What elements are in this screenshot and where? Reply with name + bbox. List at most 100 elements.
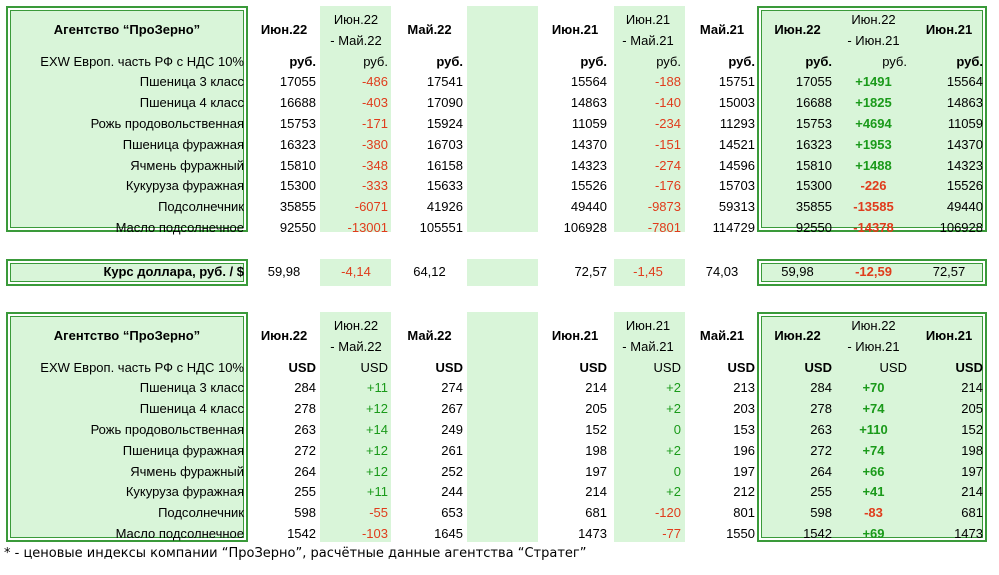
usd-unit-row: EXW Европ. часть РФ с НДС 10% USD USD US…	[6, 358, 987, 379]
unit: USD	[360, 359, 388, 375]
diff-r: -14378	[853, 219, 894, 235]
value-may22: 15924	[426, 115, 463, 131]
value-may21: 153	[733, 421, 755, 437]
value-may22: 41926	[426, 199, 463, 215]
value-may21: 213	[733, 380, 755, 396]
value-jun21: 198	[585, 442, 607, 458]
unit: USD	[653, 359, 681, 375]
diff-month: +14	[365, 421, 388, 437]
agency-title: Агентство “ПроЗерно”	[53, 328, 201, 344]
usd-row: Масло подсолнечное 1542 -103 1645 1473 -77 155…	[6, 524, 987, 545]
value-r-jun21: 14323	[946, 157, 983, 173]
unit: руб.	[580, 53, 607, 69]
value-r-jun21: 11059	[947, 115, 983, 131]
diff-r: +4694	[855, 115, 892, 131]
diff-year: +2	[666, 442, 681, 458]
value-r-jun22: 16323	[795, 136, 832, 152]
rub-row: Пшеница 3 класс 17055 -486 17541 15564 -188 15…	[6, 72, 987, 93]
value-r-jun22: 284	[810, 380, 832, 396]
usd-row: Пшеница 3 класс 284 +11 274 214 +2 213 284 +70 21…	[6, 378, 987, 399]
value-r-jun22: 255	[810, 484, 832, 500]
value-may21: 14596	[718, 157, 755, 173]
value-r-jun21: 106928	[939, 219, 983, 235]
usd-row: Рожь продовольственная 263 +14 249 152 0 153 26…	[6, 420, 987, 441]
value-may22: 252	[441, 463, 463, 479]
diff-r: +1491	[855, 74, 892, 90]
value-may21: 15003	[718, 95, 755, 111]
usd-rate-r-jun21: 72,57	[932, 264, 966, 279]
value-r-jun22: 272	[810, 442, 832, 458]
diff-month: -55	[369, 505, 388, 521]
diff-r: +66	[862, 463, 885, 479]
spacer	[467, 378, 539, 399]
unit: руб.	[882, 53, 907, 69]
col-may21: Май.21	[699, 22, 745, 38]
diff-r: +110	[859, 421, 888, 437]
value-jun22: 15753	[279, 115, 316, 131]
unit: USD	[955, 359, 983, 375]
diff-year: -176	[654, 178, 681, 194]
value-may22: 274	[441, 380, 463, 396]
usd-diff-year-column	[614, 312, 685, 542]
col-may22: Май.22	[407, 22, 452, 38]
unit: USD	[435, 359, 463, 375]
usd-diff-month-column	[320, 312, 391, 542]
value-jun21: 152	[585, 421, 607, 437]
diff-year: +2	[666, 401, 681, 417]
value-may22: 267	[441, 401, 463, 417]
value-jun22: 16688	[279, 95, 316, 111]
diff-month: -6071	[354, 199, 388, 215]
value-may22: 653	[441, 505, 463, 521]
col-diff-year: Июн.21- Май.21	[622, 318, 674, 354]
value-may21: 203	[733, 401, 755, 417]
spacer	[467, 420, 539, 441]
col-r-jun22: Июн.22	[774, 22, 821, 38]
diff-month: -486	[361, 74, 388, 90]
rub-diff-month-column	[320, 6, 391, 232]
value-may21: 15751	[718, 74, 755, 90]
usd-rate-diff-year: -1,45	[633, 264, 663, 279]
value-r-jun21: 14863	[946, 95, 983, 111]
commodity-name: Пшеница 3 класс	[139, 380, 244, 396]
commodity-name: Пшеница 4 класс	[139, 401, 244, 417]
col-jun21: Июн.21	[551, 22, 599, 38]
spacer	[467, 135, 539, 156]
usd-compare-box	[757, 312, 987, 542]
diff-year: 0	[673, 463, 681, 479]
rub-unit-row: EXW Европ. часть РФ с НДС 10% руб. руб. …	[6, 52, 987, 73]
diff-month: -103	[361, 525, 388, 541]
commodity-name: Масло подсолнечное	[115, 525, 244, 541]
value-jun21: 15526	[570, 178, 607, 194]
spacer	[467, 399, 539, 420]
usd-rate-diff-r: -12,59	[855, 264, 892, 279]
commodity-name: Ячмень фуражный	[130, 463, 244, 479]
value-may21: 197	[733, 463, 755, 479]
diff-month: +11	[366, 380, 388, 396]
commodity-name: Подсолнечник	[158, 199, 244, 215]
diff-r: +70	[862, 380, 885, 396]
col-diff-month: Июн.22- Май.22	[330, 12, 382, 48]
value-r-jun21: 15526	[946, 178, 983, 194]
footnote: * - ценовые индексы компании “ПроЗерно”,…	[4, 546, 587, 561]
value-r-jun21: 681	[961, 505, 983, 521]
value-may22: 17090	[426, 95, 463, 111]
diff-month: -380	[361, 136, 388, 152]
diff-year: -7801	[647, 219, 681, 235]
col-jun21: Июн.21	[551, 328, 599, 344]
value-r-jun22: 17055	[795, 74, 832, 90]
unit: USD	[288, 359, 316, 375]
value-r-jun22: 598	[810, 505, 832, 521]
diff-r: -226	[860, 178, 887, 194]
value-r-jun21: 152	[961, 421, 983, 437]
unit: USD	[804, 359, 832, 375]
usd-row: Ячмень фуражный 264 +12 252 197 0 197 264 +66 197	[6, 462, 987, 483]
value-jun21: 1473	[578, 525, 607, 541]
value-jun21: 14370	[570, 136, 607, 152]
unit: USD	[727, 359, 755, 375]
spacer	[467, 482, 539, 503]
diff-r: +69	[862, 525, 885, 541]
value-r-jun21: 214	[961, 484, 983, 500]
usd-price-table: Агентство “ПроЗерно” Июн.22 Июн.22- Май.…	[6, 316, 987, 545]
value-r-jun21: 198	[961, 442, 983, 458]
value-jun22: 1542	[287, 525, 316, 541]
